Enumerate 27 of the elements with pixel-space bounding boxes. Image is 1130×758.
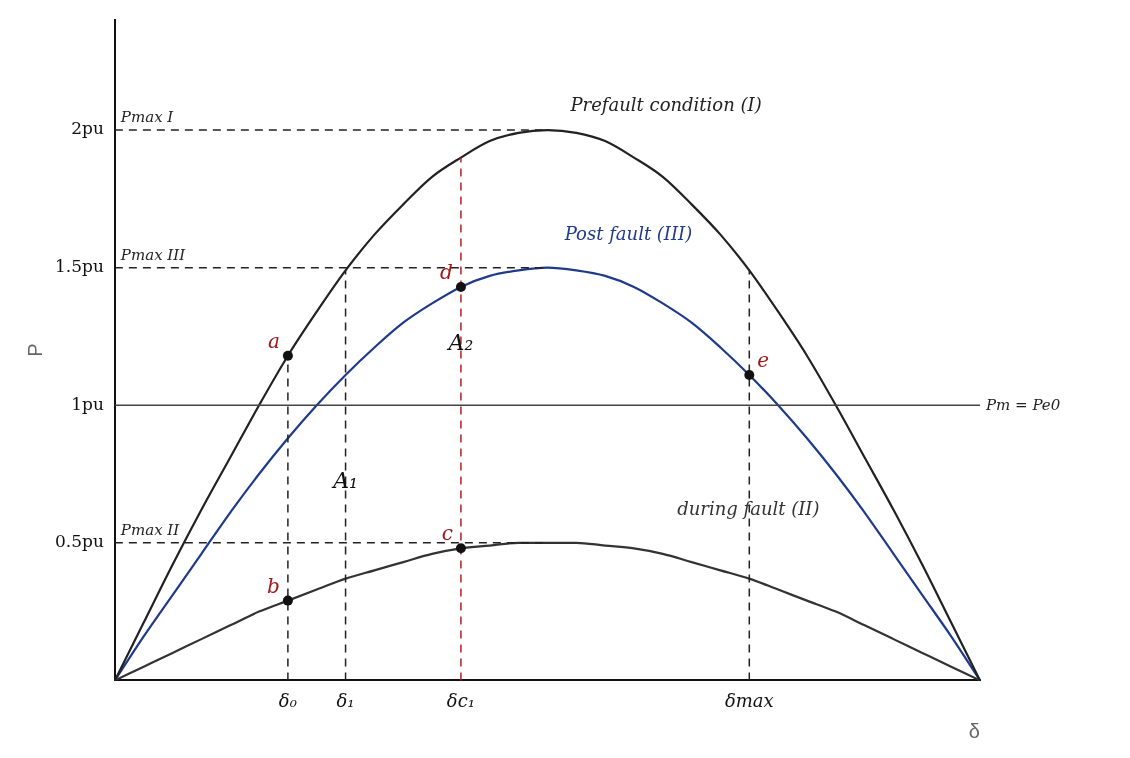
point [282, 595, 293, 606]
annotation: b [267, 573, 280, 598]
annotation: A₁ [331, 467, 358, 493]
annotation: c [441, 521, 453, 546]
point [282, 350, 293, 361]
x-tick-label: δ₀ [278, 689, 297, 711]
ref-line-label: Pmax II [119, 520, 181, 539]
y-tick-label: 1.5pu [54, 256, 104, 277]
ref-line-label: Pmax III [119, 245, 187, 264]
y-tick-label: 0.5pu [54, 531, 104, 552]
x-axis-title: δ [968, 719, 980, 742]
ref-line-label: Pmax I [119, 108, 175, 127]
annotation: A₂ [446, 330, 474, 356]
y-tick-label: 2pu [71, 118, 104, 139]
ref-line-label: Pm = Pe0 [985, 396, 1061, 415]
series-label: Prefault condition (I) [569, 93, 762, 115]
x-tick-label: δmax [724, 689, 774, 711]
annotation: d [440, 259, 453, 284]
y-tick-label: 1pu [71, 393, 104, 414]
annotation: a [267, 328, 280, 353]
y-axis-title: P [23, 343, 46, 357]
point [455, 543, 466, 554]
x-tick-label: δc₁ [446, 689, 475, 711]
annotation: e [757, 347, 770, 372]
text: during fault (II) [677, 498, 820, 520]
series-label: Post fault (III) [563, 223, 693, 245]
x-tick-label: δ₁ [336, 689, 355, 711]
